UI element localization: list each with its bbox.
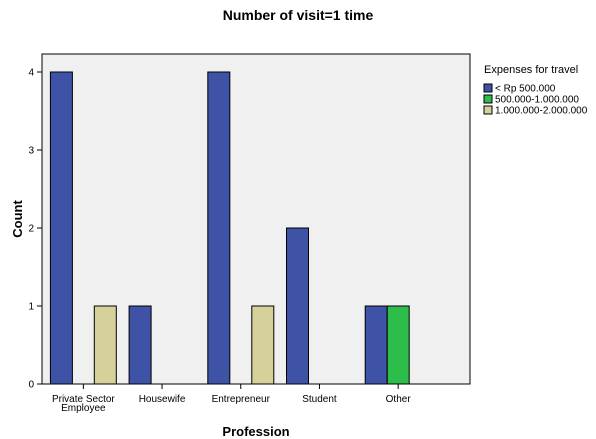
bar-2-2 — [251, 305, 275, 385]
y-tick-label-0: 0 — [28, 380, 34, 391]
legend-swatch-1 — [483, 94, 493, 104]
y-tick-label-1: 1 — [28, 302, 34, 313]
legend: Expenses for travel < Rp 500.000500.000-… — [483, 64, 588, 117]
x-ticks-group: Private Sector Employee Housewife Entrepren… — [52, 384, 411, 414]
x-tick-label-1: Housewife — [139, 394, 186, 405]
legend-label-0: < Rp 500.000 — [495, 84, 556, 95]
x-tick-label-4: Other — [386, 394, 412, 405]
legend-label-2: 1.000.000-2.000.000 — [495, 106, 588, 117]
y-axis-title: Count — [10, 200, 25, 238]
x-tick-label-3: Student — [302, 394, 337, 405]
legend-swatch-2 — [483, 105, 493, 115]
bar-0-4 — [364, 305, 388, 385]
bar-0-2 — [207, 71, 231, 385]
x-tick-label-0: Private Sector Employee — [52, 394, 115, 414]
y-tick-label-4: 4 — [28, 68, 34, 79]
bar-0-0 — [49, 71, 73, 385]
y-ticks-group: 0 1 2 3 4 — [28, 68, 42, 391]
bar-2-0 — [93, 305, 117, 385]
legend-label-1: 500.000-1.000.000 — [495, 95, 579, 106]
bar-0-3 — [286, 227, 309, 385]
y-tick-label-3: 3 — [28, 146, 34, 157]
bar-1-4 — [386, 305, 410, 385]
x-tick-label-2: Entrepreneur — [212, 394, 271, 405]
bar-0-1 — [128, 305, 152, 385]
legend-swatch-0 — [483, 83, 493, 93]
bars-group — [49, 71, 410, 385]
legend-title: Expenses for travel — [484, 64, 578, 76]
x-axis-title: Profession — [222, 424, 289, 439]
chart-title: Number of visit=1 time — [223, 7, 374, 23]
y-tick-label-2: 2 — [28, 224, 34, 235]
